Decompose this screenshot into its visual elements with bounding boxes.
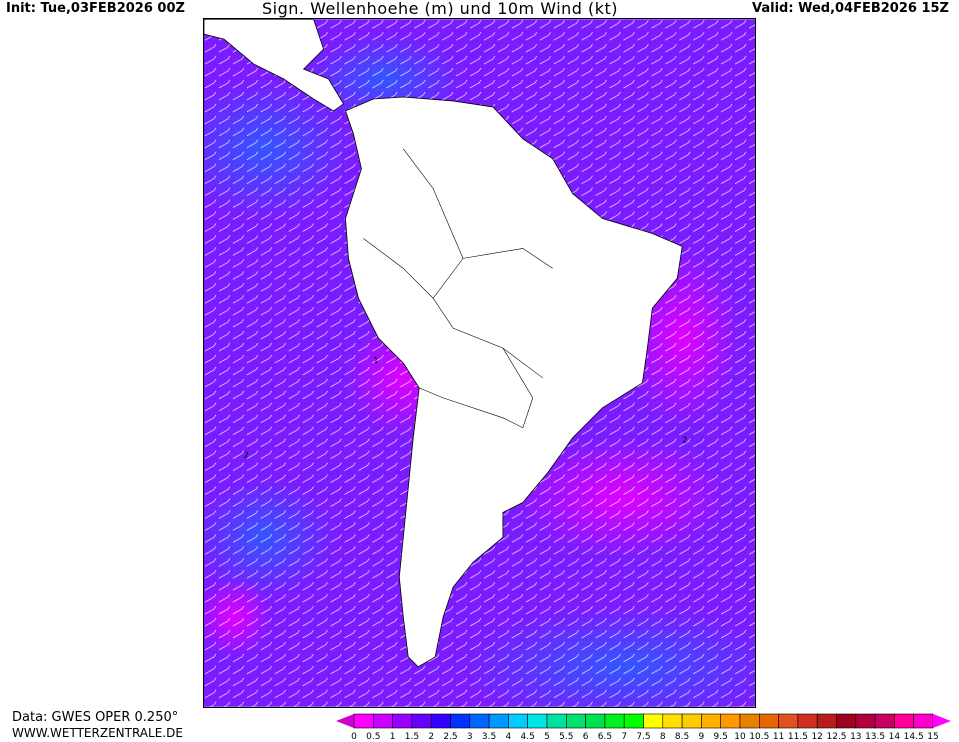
legend-label: 8: [659, 732, 666, 742]
legend-label: 14.5: [903, 732, 924, 742]
legend-swatch: [855, 713, 876, 729]
legend-swatch: [527, 713, 548, 729]
legend-label: 15: [927, 732, 939, 742]
legend-swatch: [720, 713, 741, 729]
legend-label: 0: [351, 732, 357, 742]
legend-swatch: [450, 713, 471, 729]
legend-label: 5: [544, 732, 550, 742]
legend-label: 0.5: [366, 732, 381, 742]
legend-swatch: [662, 713, 683, 729]
legend-swatch: [894, 713, 915, 729]
legend-label: 13.5: [865, 732, 886, 742]
legend-swatch: [566, 713, 586, 729]
legend-label: 6: [582, 732, 589, 742]
legend-swatch: [372, 713, 393, 729]
legend-label: 9.5: [713, 732, 728, 742]
legend-swatch: [488, 713, 509, 729]
legend-swatch: [874, 713, 895, 729]
legend-label: 12.5: [826, 732, 847, 742]
legend-label: 2: [428, 732, 435, 742]
legend-label: 6.5: [597, 732, 613, 742]
legend-swatch: [758, 713, 779, 729]
legend-label: 14: [888, 732, 901, 742]
legend-label: 2.5: [443, 732, 458, 742]
legend-label: 12: [811, 732, 823, 742]
legend-label: 1.5: [404, 732, 420, 742]
legend-label: 11: [772, 732, 785, 742]
legend-label: 8.5: [674, 732, 690, 742]
legend-label: 9: [698, 732, 705, 742]
valid-time: Valid: Wed,04FEB2026 15Z: [752, 1, 949, 16]
legend-label: 7: [621, 732, 628, 742]
legend-swatch: [836, 713, 857, 729]
legend-swatch: [508, 713, 528, 729]
wave-height-map: 1 2 2: [203, 18, 756, 708]
legend-swatch: [353, 713, 374, 729]
legend-label: 1: [389, 732, 396, 742]
legend-label: 11.5: [787, 732, 808, 742]
legend-swatch: [469, 713, 490, 729]
legend-swatch: [585, 713, 606, 729]
legend-label: 13: [850, 732, 862, 742]
legend-swatch: [797, 713, 818, 729]
website: WWW.WETTERZENTRALE.DE: [12, 726, 183, 740]
legend-label: 10.5: [749, 732, 770, 742]
legend-label: 7.5: [636, 732, 651, 742]
map-title: Sign. Wellenhoehe (m) und 10m Wind (kt): [262, 0, 619, 18]
legend-swatch: [430, 713, 451, 729]
legend-label: 3: [466, 732, 473, 742]
south-america-landmass: [344, 96, 683, 668]
central-america-landmass: [204, 19, 345, 112]
legend-swatch: [778, 713, 799, 729]
legend-label: 5.5: [559, 732, 574, 742]
legend-label: 4: [505, 732, 512, 742]
color-legend: [336, 713, 951, 729]
legend-over-arrow: [933, 714, 951, 728]
init-time: Init: Tue,03FEB2026 00Z: [6, 1, 185, 16]
contour-label: 2: [244, 451, 249, 460]
data-source: Data: GWES OPER 0.250°: [12, 710, 179, 725]
country-borders: [363, 148, 553, 429]
legend-swatch: [816, 713, 837, 729]
legend-swatch: [739, 713, 760, 729]
legend-swatch: [411, 713, 432, 729]
legend-swatch: [546, 713, 567, 729]
contour-label: 2: [682, 436, 687, 445]
legend-swatch: [913, 713, 934, 729]
contour-label: 1: [373, 356, 378, 365]
legend-label: 3.5: [481, 732, 497, 742]
legend-swatch: [643, 713, 664, 729]
legend-label: 10: [734, 732, 746, 742]
legend-swatch: [623, 713, 644, 729]
legend-label: 4.5: [520, 732, 535, 742]
legend-under-arrow: [336, 714, 354, 728]
legend-swatch: [604, 713, 625, 729]
legend-swatch: [392, 713, 413, 729]
legend-swatch: [681, 713, 702, 729]
legend-swatch: [701, 713, 721, 729]
